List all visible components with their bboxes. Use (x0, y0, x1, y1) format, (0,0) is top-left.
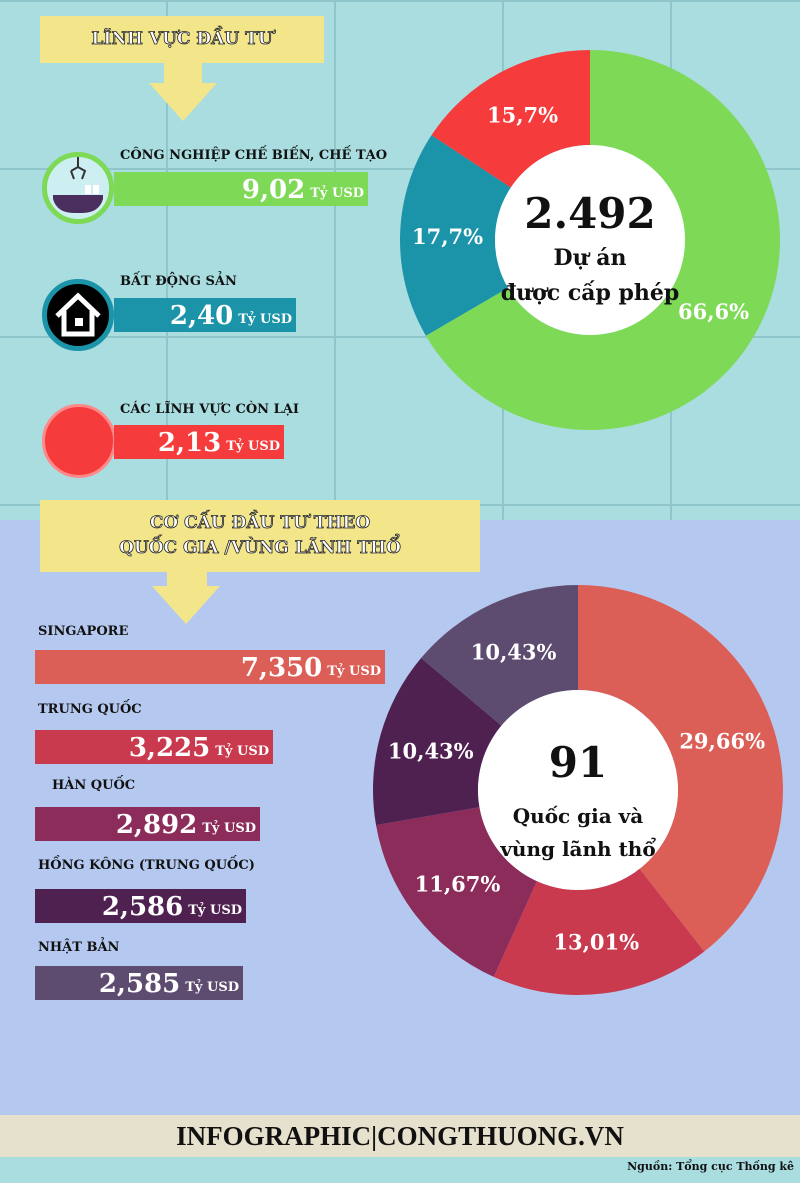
donut-slice (425, 50, 780, 430)
slice-label: 11,67% (415, 871, 501, 896)
donut-hole (478, 690, 678, 890)
bar-japan: 2,585 Tỷ USD (35, 966, 243, 1000)
slice-label: 10,43% (471, 640, 557, 665)
section1-title: LĨNH VỰC ĐẦU TƯ (40, 16, 324, 63)
donut-slice (376, 807, 537, 977)
donut-countries: 29,66% 13,01% 11,67% 10,43% 10,43% 91 Quốc g… (373, 585, 784, 995)
country-label: NHẬT BẢN (38, 940, 120, 955)
donut-slice (421, 585, 578, 726)
country-label: SINGAPORE (38, 624, 129, 639)
slice-label: 17,7% (412, 224, 483, 249)
bar-value: 3,225 (128, 733, 211, 763)
country-label: HÀN QUỐC (52, 778, 136, 793)
donut-projects: 66,6% 17,7% 15,7% 2.492 Dự án được cấp phé… (400, 50, 780, 430)
center-number: 91 (549, 738, 607, 787)
bar-manufacturing: 9,02 Tỷ USD (114, 172, 368, 206)
arrow-stem (167, 572, 207, 586)
bar-real-estate: 2,40 Tỷ USD (114, 298, 296, 332)
section2-title: CƠ CẤU ĐẦU TƯ THEO QUỐC GIA /VÙNG LÃNH TH… (40, 500, 480, 572)
bar-other: 2,13 Tỷ USD (114, 425, 284, 459)
bar-unit: Tỷ USD (226, 439, 280, 454)
bar-china: 3,225 Tỷ USD (35, 730, 273, 764)
center-line: Dự án (554, 245, 627, 271)
factory-claw-icon (42, 152, 114, 224)
title-line: QUỐC GIA /VÙNG LÃNH THỔ (119, 538, 402, 559)
arrow-stem (164, 63, 202, 83)
bar-hongkong: 2,586 Tỷ USD (35, 889, 246, 923)
slice-label: 29,66% (679, 728, 765, 753)
donut-slice (578, 585, 784, 952)
slice-label: 13,01% (553, 929, 639, 954)
center-number: 2.492 (524, 189, 656, 238)
red-circle-icon (42, 404, 116, 478)
bar-value: 2,585 (98, 969, 181, 999)
bar-unit: Tỷ USD (185, 980, 239, 995)
bar-value: 2,40 (169, 301, 234, 331)
bar-value: 2,586 (101, 892, 184, 922)
item-label: BẤT ĐỘNG SẢN (120, 274, 237, 289)
bar-unit: Tỷ USD (215, 744, 269, 759)
item-label: CÁC LĨNH VỰC CÒN LẠI (120, 402, 299, 417)
bar-unit: Tỷ USD (202, 821, 256, 836)
donut-slice (373, 658, 502, 826)
slice-label: 15,7% (487, 102, 558, 127)
bar-value: 9,02 (241, 175, 306, 205)
slice-label: 10,43% (388, 738, 474, 763)
bar-value: 2,892 (115, 810, 198, 840)
bar-value: 7,350 (240, 653, 323, 683)
bar-unit: Tỷ USD (310, 186, 364, 201)
footer-brand: INFOGRAPHIC|CONGTHUONG.VN (0, 1115, 800, 1157)
country-label: TRUNG QUỐC (38, 702, 142, 717)
donut-hole (495, 145, 685, 335)
source-note: Nguồn: Tổng cục Thống kê (627, 1160, 794, 1173)
bar-singapore: 7,350 Tỷ USD (35, 650, 385, 684)
bar-korea: 2,892 Tỷ USD (35, 807, 260, 841)
house-icon (42, 279, 114, 351)
bar-value: 2,13 (157, 428, 222, 458)
donut-slice (431, 50, 590, 188)
country-label: HỒNG KÔNG (TRUNG QUỐC) (38, 858, 255, 873)
center-line: vùng lãnh thổ (499, 836, 656, 861)
bar-unit: Tỷ USD (327, 664, 381, 679)
center-line: được cấp phép (501, 280, 680, 306)
bar-unit: Tỷ USD (238, 312, 292, 327)
donut-slice (400, 135, 511, 336)
title-line: CƠ CẤU ĐẦU TƯ THEO (149, 513, 371, 534)
arrow-down-icon (149, 83, 217, 121)
item-label: CÔNG NGHIỆP CHẾ BIẾN, CHẾ TẠO (120, 148, 388, 163)
bar-unit: Tỷ USD (188, 903, 242, 918)
slice-label: 66,6% (678, 299, 749, 324)
donut-slice (493, 868, 705, 995)
arrow-down-icon (152, 586, 220, 624)
center-line: Quốc gia và (513, 804, 644, 828)
